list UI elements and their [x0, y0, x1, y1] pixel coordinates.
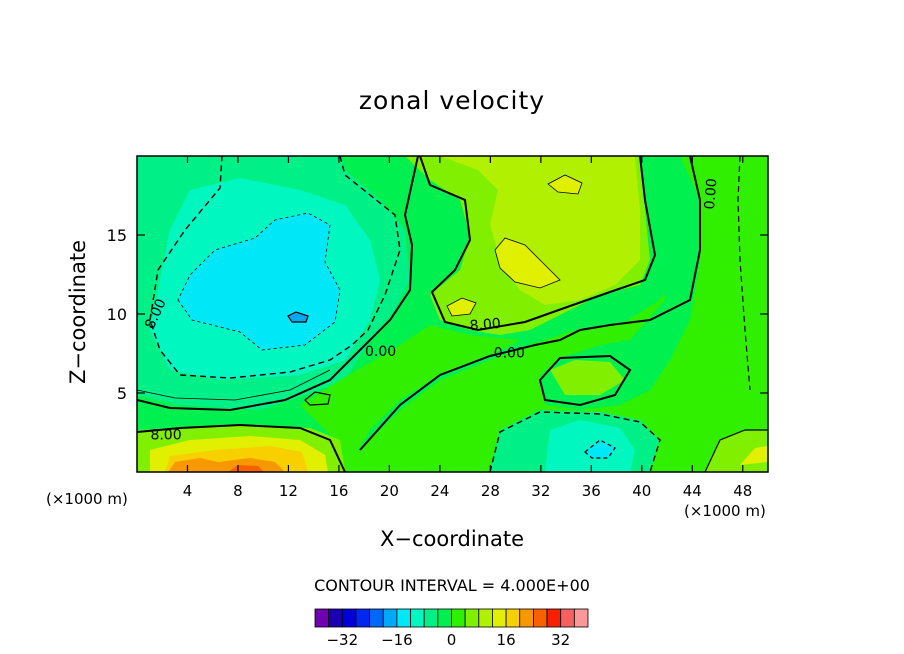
- contour-region-positive-center-top: [440, 156, 640, 305]
- y-axis-ticks: 5 10 15: [107, 226, 768, 403]
- contour-region-bottom-right-yellow: [740, 446, 768, 465]
- colorbar-swatch: [328, 608, 343, 628]
- contour-line-thin-5: [287, 311, 309, 323]
- colorbar-swatch: [423, 608, 439, 628]
- contour-label: 0.00: [702, 178, 721, 210]
- colorbar-tick-label: 0: [447, 631, 457, 649]
- colorbar-swatch: [396, 608, 411, 628]
- colorbar-swatch: [560, 608, 575, 628]
- contour-line-thin-8: [704, 429, 768, 472]
- contour-label: 8.00: [150, 428, 181, 444]
- contour-interval-text: CONTOUR INTERVAL = 4.000E+00: [314, 576, 590, 595]
- colorbar-swatch: [355, 608, 371, 628]
- x-tick-label: 28: [481, 482, 500, 500]
- colorbar-swatch: [519, 608, 534, 628]
- contour-region-diagonal-light: [300, 325, 520, 472]
- contour-line-eight-center: [419, 156, 657, 332]
- contour-line-eight-left: [137, 156, 419, 412]
- contour-lines: [137, 156, 768, 472]
- contour-line-zero-center: [359, 156, 701, 451]
- colorbar-swatch: [341, 608, 357, 628]
- colorbar-swatch: [505, 608, 521, 628]
- contour-region-cyan-small: [585, 440, 615, 458]
- contour-line-thin-9: [584, 439, 616, 459]
- x-axis-title: X−coordinate: [0, 527, 904, 551]
- contour-region-midright-bump: [550, 360, 625, 395]
- contour-region-right-lightgreen: [740, 156, 768, 430]
- contour-region-bottom-red: [228, 465, 264, 472]
- colorbar-swatch: [314, 608, 330, 628]
- contour-line-right-lower: [538, 354, 632, 407]
- x-tick-label: 8: [233, 482, 243, 500]
- contour-label: 0.00: [365, 344, 396, 360]
- x-tick-label: 48: [733, 482, 752, 500]
- colorbar-swatch: [382, 608, 398, 628]
- contour-label: 0.00: [494, 346, 525, 362]
- colorbar-swatch: [533, 608, 548, 628]
- x-tick-label: 4: [183, 482, 193, 500]
- contour-line-thin-7: [304, 391, 331, 406]
- x-tick-label: 44: [683, 482, 702, 500]
- contour-label: 8.00: [469, 316, 501, 335]
- y-tick-label: 15: [107, 226, 127, 245]
- chart-title: zonal velocity: [358, 86, 546, 115]
- contour-line-thin-3: [547, 174, 583, 195]
- colorbar-tick-label: 32: [551, 631, 570, 649]
- colorbar-boxes: [314, 608, 589, 628]
- colorbar-swatch: [492, 608, 507, 628]
- contour-region-yellow-1: [495, 238, 560, 288]
- contour-region-lower-right-cyan: [545, 420, 635, 472]
- contour-line-thin-1: [137, 369, 331, 401]
- contour-region-right-positive: [330, 156, 768, 472]
- x-tick-label: 32: [531, 482, 550, 500]
- y-tick-label: 5: [117, 384, 127, 403]
- contour-line-thin-2: [494, 237, 561, 289]
- x-tick-label: 36: [582, 482, 601, 500]
- contour-line-thin-4: [446, 297, 477, 317]
- colorbar-swatch: [546, 608, 562, 628]
- contour-line-bottom-eight: [137, 423, 346, 472]
- x-axis-title-text: X−coordinate: [380, 527, 524, 551]
- contour-line-thin-6: [177, 212, 341, 351]
- y-tick-label: 10: [107, 305, 127, 324]
- colorbar-labels: −32 −16 0 16 32: [326, 631, 570, 649]
- contour-line-zero-left: [149, 156, 401, 379]
- colorbar-swatch: [369, 608, 384, 628]
- x-axis-unit-right: (×1000 m): [684, 502, 766, 520]
- contour-line-bottom-dashed: [489, 411, 661, 472]
- colorbar-swatch: [410, 608, 425, 628]
- colorbar-tick-label: −16: [381, 631, 413, 649]
- x-axis-unit-left: (×1000 m): [46, 490, 128, 508]
- colorbar-swatch: [478, 608, 493, 628]
- contour-line-right-dashed: [737, 156, 751, 391]
- colorbar-swatch: [464, 608, 480, 628]
- colorbar-tick-label: 16: [497, 631, 516, 649]
- colorbar-tick-label: −32: [326, 631, 358, 649]
- x-tick-label: 12: [279, 482, 298, 500]
- colorbar-swatch: [573, 608, 589, 628]
- x-axis-ticks: 4 8 12 16 20 24 28 32 36 40 44 48: [183, 156, 752, 500]
- colorbar-swatch: [451, 608, 466, 628]
- x-tick-label: 20: [380, 482, 399, 500]
- contour-region-right-green: [540, 156, 700, 410]
- x-tick-label: 16: [329, 482, 348, 500]
- x-tick-label: 24: [430, 482, 449, 500]
- x-tick-label: 40: [632, 482, 651, 500]
- colorbar-swatch: [437, 608, 452, 628]
